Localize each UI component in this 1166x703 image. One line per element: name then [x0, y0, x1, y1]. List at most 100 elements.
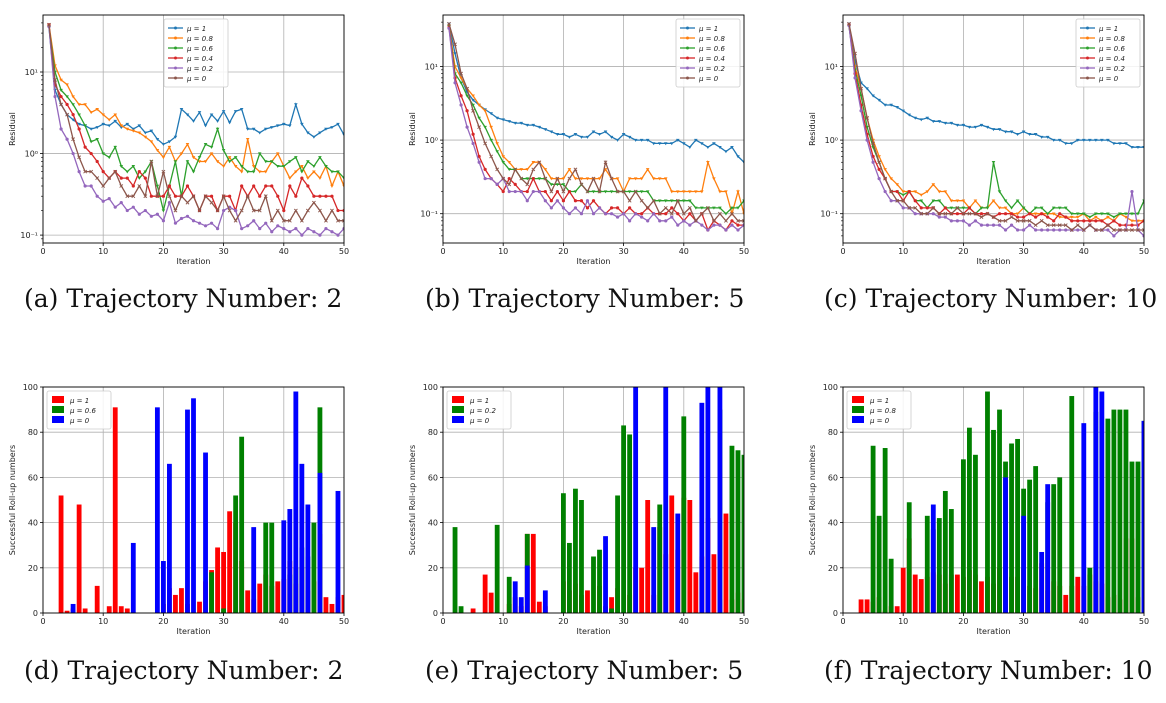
- data-point: [853, 51, 857, 56]
- data-point: [173, 194, 178, 198]
- series-μ = 0.8: [870, 391, 1144, 613]
- data-point: [967, 125, 972, 129]
- data-point: [651, 177, 656, 181]
- data-point: [549, 183, 554, 187]
- data-point: [955, 219, 959, 223]
- bar: [591, 556, 596, 613]
- legend-label: μ = 0.2: [698, 65, 725, 73]
- data-point: [300, 170, 304, 174]
- data-point: [615, 138, 620, 142]
- data-point: [700, 190, 704, 194]
- data-point: [477, 125, 482, 130]
- data-point: [543, 199, 547, 203]
- data-point: [251, 208, 256, 213]
- data-point: [137, 124, 142, 128]
- bar: [94, 585, 100, 613]
- data-point: [706, 146, 710, 150]
- data-point: [179, 194, 184, 199]
- data-point: [973, 125, 978, 129]
- data-point: [567, 176, 572, 181]
- data-point: [949, 121, 954, 125]
- data-point: [149, 194, 153, 198]
- data-point: [712, 223, 716, 227]
- data-point: [919, 199, 924, 203]
- bar: [645, 500, 651, 613]
- data-point: [71, 151, 75, 156]
- x-axis-label: Iteration: [977, 257, 1011, 266]
- bar: [1141, 420, 1144, 613]
- data-point: [483, 109, 487, 113]
- data-point: [173, 221, 178, 225]
- data-point: [101, 152, 105, 156]
- legend-label: μ = 1: [186, 25, 206, 33]
- bar: [609, 608, 614, 613]
- data-point: [95, 194, 99, 198]
- data-point: [305, 208, 310, 213]
- data-point: [997, 218, 1002, 223]
- bar: [1057, 477, 1063, 613]
- data-point: [203, 143, 208, 147]
- data-point: [531, 123, 536, 127]
- data-point: [639, 190, 644, 194]
- data-point: [700, 223, 704, 227]
- data-point: [742, 199, 744, 203]
- x-tick-label: 20: [958, 617, 968, 626]
- data-point: [264, 221, 268, 225]
- data-point: [107, 118, 112, 122]
- data-point: [185, 200, 190, 205]
- y-tick-label: 100: [23, 383, 38, 392]
- data-point: [185, 214, 190, 218]
- data-point: [1093, 228, 1098, 232]
- data-point: [263, 160, 268, 164]
- bar: [1123, 409, 1129, 613]
- data-point: [682, 142, 686, 146]
- data-point: [675, 138, 680, 142]
- data-point: [991, 223, 996, 227]
- data-point: [633, 177, 638, 181]
- data-point: [1075, 138, 1080, 142]
- series-μ = 0.6: [209, 407, 323, 613]
- data-point: [483, 167, 487, 171]
- data-point: [688, 199, 692, 203]
- data-point: [1003, 218, 1008, 223]
- data-point: [1003, 206, 1008, 210]
- data-point: [847, 21, 851, 26]
- data-point: [627, 198, 632, 203]
- data-point: [931, 183, 936, 187]
- data-point: [306, 227, 310, 231]
- series-μ = 0: [70, 391, 341, 613]
- data-point: [1021, 206, 1026, 210]
- data-point: [311, 200, 316, 205]
- data-point: [549, 130, 554, 134]
- legend-box: [1075, 18, 1141, 88]
- data-point: [561, 199, 566, 203]
- series-μ = 0.8: [847, 24, 1144, 223]
- data-point: [682, 219, 686, 223]
- data-point: [742, 212, 744, 216]
- data-point: [1045, 135, 1050, 139]
- data-point: [585, 177, 590, 181]
- data-point: [627, 135, 632, 139]
- data-point: [489, 154, 494, 159]
- data-point: [318, 194, 322, 198]
- bar: [470, 608, 476, 613]
- caption-a: (a) Trajectory Number: 2: [24, 284, 343, 313]
- data-point: [1009, 223, 1014, 227]
- data-point: [306, 176, 310, 180]
- data-point: [275, 208, 280, 213]
- data-point: [89, 111, 93, 115]
- bar: [1063, 594, 1069, 613]
- x-tick-label: 10: [898, 617, 908, 626]
- data-point: [718, 211, 722, 216]
- data-point: [561, 189, 566, 194]
- data-point: [991, 215, 996, 219]
- plot-area: [58, 391, 344, 613]
- y-tick-label: 100: [823, 383, 838, 392]
- data-point: [459, 71, 463, 76]
- data-point: [215, 160, 220, 164]
- data-point: [275, 124, 280, 128]
- bar: [663, 387, 669, 613]
- data-point: [215, 208, 220, 213]
- data-point: [639, 138, 644, 142]
- data-point: [471, 103, 475, 107]
